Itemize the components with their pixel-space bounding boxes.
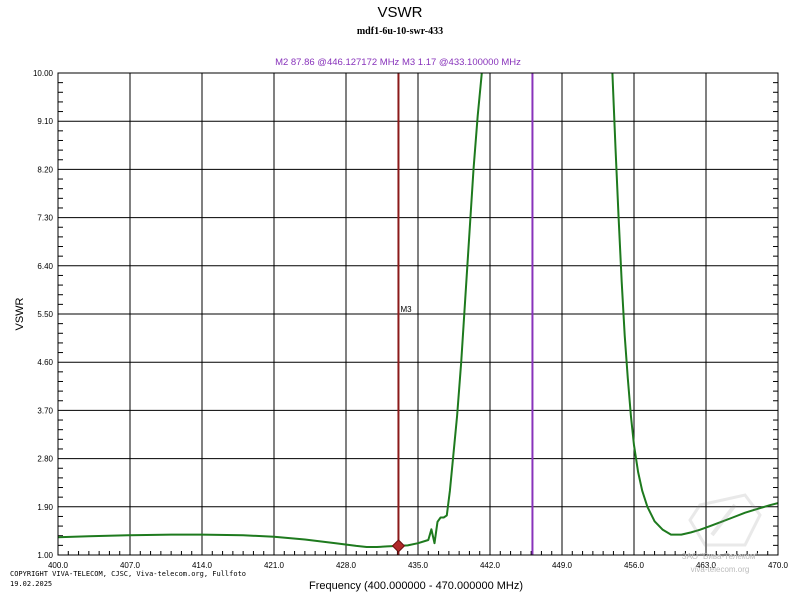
watermark-company: ЗАО "Вива-Телеком" (682, 552, 759, 561)
y-tick-label: 9.10 (37, 117, 53, 126)
y-tick-label: 4.60 (37, 358, 53, 367)
x-tick-label: 421.0 (264, 561, 285, 570)
x-tick-label: 400.0 (48, 561, 69, 570)
y-tick-label: 1.00 (37, 551, 53, 560)
x-tick-label: 449.0 (552, 561, 573, 570)
series-group (58, 73, 778, 548)
x-tick-label: 470.0 (768, 561, 789, 570)
grid-lines (58, 73, 778, 555)
plot-frame (57, 72, 779, 556)
x-tick-label: 414.0 (192, 561, 213, 570)
x-tick-label: 407.0 (120, 561, 141, 570)
copyright-text: COPYRIGHT VIVA-TELECOM, CJSC, Viva-telec… (10, 570, 246, 578)
x-tick-labels: 400.0 407.0 414.0 421.0 428.0 435.0 442.0 449.0… (48, 561, 789, 570)
y-tick-label: 8.20 (37, 165, 53, 174)
y-tick-labels: 10.00 9.10 8.20 7.30 6.40 5.50 4.60 3.70 2.80 1.9… (33, 69, 54, 560)
x-tick-label: 463.0 (696, 561, 717, 570)
markers-group: M3 (391, 73, 534, 555)
x-tick-label: 456.0 (624, 561, 645, 570)
date-text: 19.02.2025 (10, 580, 52, 588)
chart-title: VSWR (378, 4, 423, 21)
marker-diamond-m3 (391, 539, 406, 553)
x-axis-label: Frequency (400.000000 - 470.000000 MHz) (309, 580, 523, 592)
watermark-url: viva-telecom.org (691, 565, 750, 574)
x-tick-label: 428.0 (336, 561, 357, 570)
watermark-logo-icon (688, 493, 762, 547)
y-tick-label: 1.90 (37, 503, 53, 512)
vswr-series-line-2 (611, 73, 778, 536)
y-tick-label: 7.30 (37, 214, 53, 223)
minor-ticks (58, 82, 778, 555)
vswr-series-line-1 (58, 73, 483, 548)
chart-subtitle: mdf1-6u-10-swr-433 (357, 26, 443, 37)
y-tick-label: 2.80 (37, 455, 53, 464)
y-tick-label: 5.50 (37, 310, 53, 319)
y-tick-label: 3.70 (37, 406, 53, 415)
y-tick-label: 6.40 (37, 262, 53, 271)
x-tick-label: 435.0 (408, 561, 429, 570)
y-axis-label: VSWR (14, 297, 26, 330)
y-tick-label: 10.00 (33, 69, 54, 78)
marker-label-m3: M3 (400, 305, 412, 314)
x-tick-label: 442.0 (480, 561, 501, 570)
marker-readout: M2 87.86 @446.127172 MHz M3 1.17 @433.10… (275, 57, 521, 68)
